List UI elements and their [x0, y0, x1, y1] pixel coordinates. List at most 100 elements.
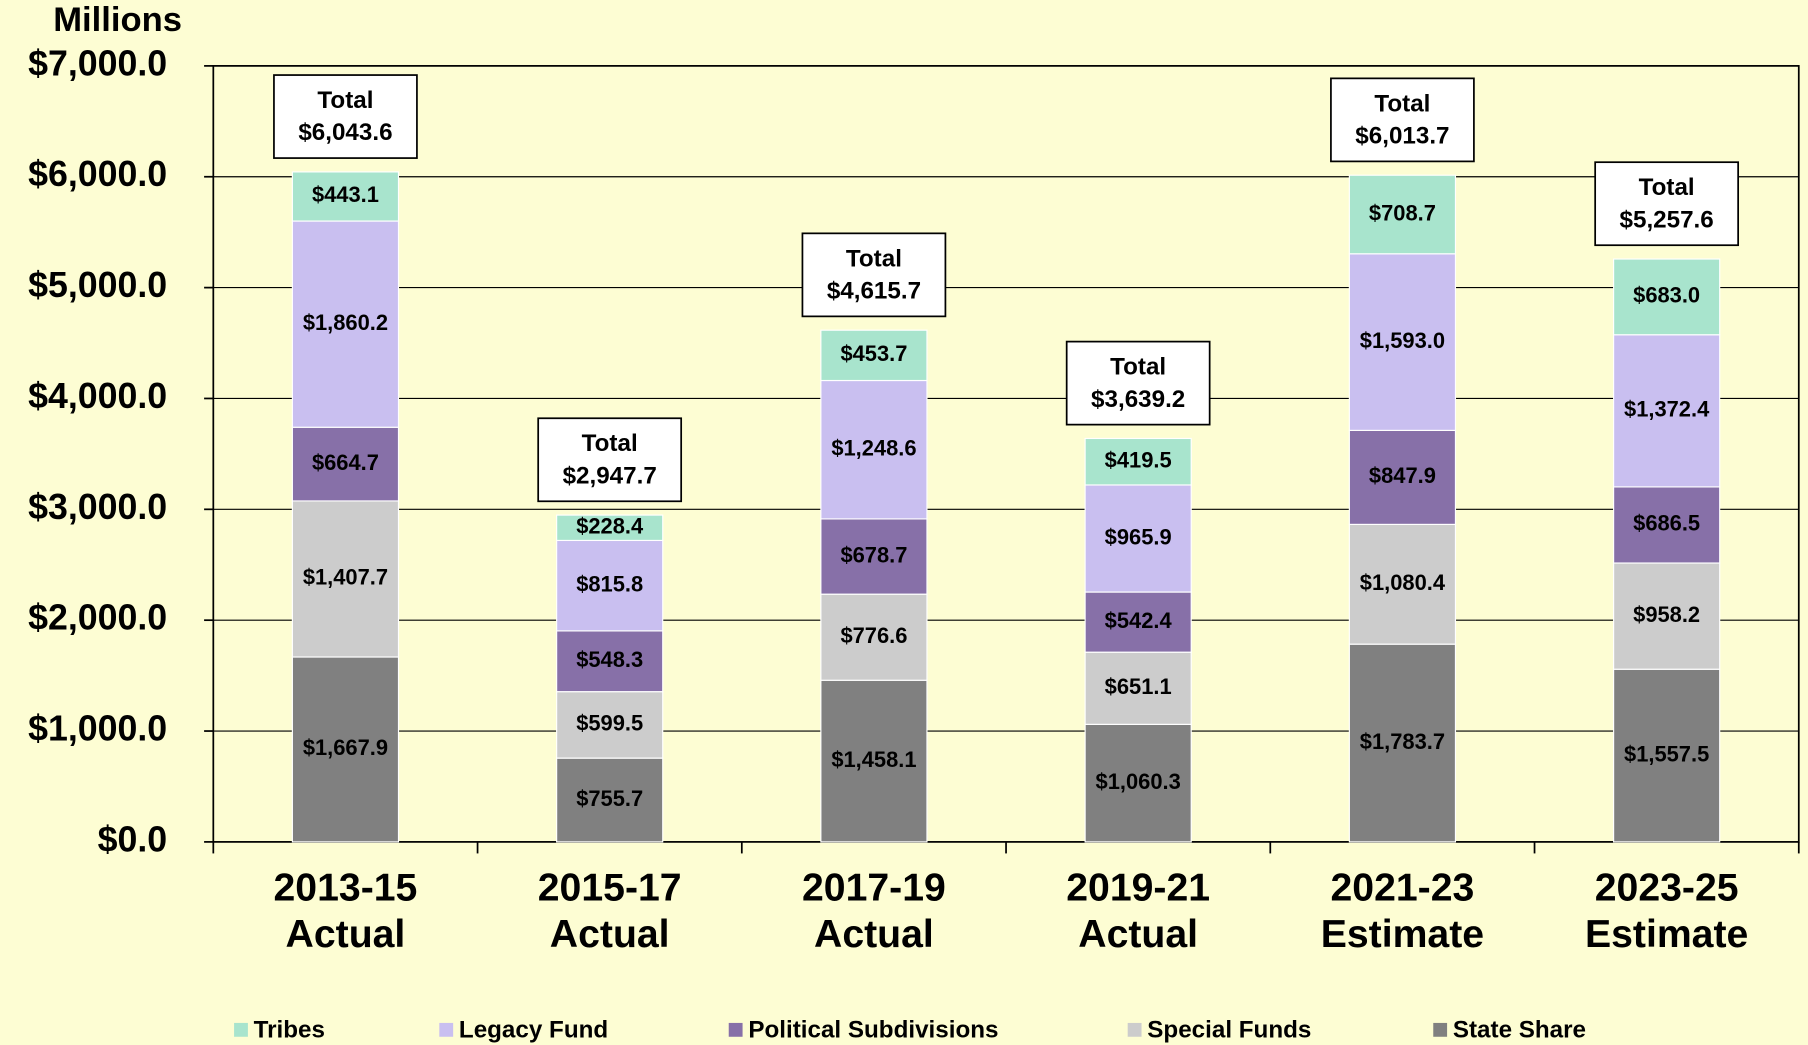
bar-segment [291, 220, 400, 428]
y-tick-label: $2,000.0 [28, 598, 167, 638]
bar-segment [556, 757, 664, 843]
y-tick-label: $6,000.0 [28, 154, 167, 194]
bar-segment [820, 379, 928, 520]
legend-swatch [439, 1022, 454, 1037]
x-tick-label: Actual [814, 913, 934, 956]
total-box [1330, 77, 1475, 163]
total-box [801, 232, 947, 318]
value-label: $776.6 [840, 623, 907, 648]
bar-segment [1084, 591, 1192, 653]
y-tick-label: $7,000.0 [28, 43, 167, 83]
value-label: $1,667.9 [303, 735, 388, 760]
y-tick-label: $1,000.0 [28, 708, 167, 748]
bar-segment [1613, 562, 1721, 670]
total-box [1065, 340, 1211, 426]
legend-label: Special Funds [1147, 1016, 1311, 1043]
bar-segment [820, 679, 928, 843]
value-label: $683.0 [1633, 283, 1700, 308]
total-label: $4,615.7 [827, 278, 921, 305]
x-tick-label: 2019-21 [1066, 867, 1210, 910]
bar-segment [1348, 253, 1457, 431]
value-label: $453.7 [840, 341, 907, 366]
legend-swatch [1433, 1022, 1448, 1037]
value-label: $958.2 [1633, 602, 1700, 627]
value-label: $686.5 [1633, 511, 1700, 536]
x-tick-label: 2023-25 [1595, 867, 1739, 910]
bar-segment [1348, 523, 1457, 645]
total-box [1594, 161, 1740, 247]
total-title: Total [1639, 174, 1695, 201]
value-label: $1,783.7 [1360, 729, 1445, 754]
y-tick-label: $5,000.0 [28, 265, 167, 305]
bar-segment [1613, 486, 1721, 564]
bar-segment [1348, 174, 1457, 255]
bar-segment [291, 426, 400, 502]
bar-segment [1084, 723, 1192, 843]
x-tick-label: Actual [1078, 913, 1198, 956]
bar-segment [556, 514, 664, 542]
legend-swatch [234, 1022, 248, 1037]
value-label: $419.5 [1105, 447, 1172, 472]
total-box [273, 74, 418, 159]
bar-segment [1348, 643, 1457, 843]
total-label: $6,013.7 [1355, 123, 1449, 150]
value-label: $1,080.4 [1360, 570, 1446, 595]
bar-segment [1084, 484, 1192, 593]
value-label: $815.8 [576, 571, 643, 596]
total-label: $3,639.2 [1091, 386, 1185, 413]
legend-label: Tribes [254, 1016, 325, 1043]
x-tick-label: Estimate [1585, 913, 1748, 956]
value-label: $1,557.5 [1624, 741, 1709, 766]
total-title: Total [317, 87, 373, 114]
value-label: $599.5 [576, 711, 643, 736]
y-tick-label: $3,000.0 [28, 487, 167, 527]
legend-swatch [728, 1022, 743, 1037]
value-label: $651.1 [1105, 674, 1172, 699]
legend-label: State Share [1453, 1016, 1586, 1043]
total-title: Total [1110, 354, 1166, 381]
value-label: $755.7 [576, 786, 643, 811]
x-tick-label: 2017-19 [802, 867, 946, 910]
bar-segment [1084, 437, 1192, 486]
bar-segment [291, 500, 400, 658]
legend-swatch [1127, 1022, 1142, 1037]
value-label: $1,458.1 [831, 747, 916, 772]
value-label: $1,593.0 [1360, 328, 1445, 353]
value-label: $678.7 [840, 542, 907, 567]
value-label: $548.3 [576, 647, 643, 672]
total-label: $2,947.7 [563, 462, 657, 489]
x-tick-label: 2013-15 [274, 867, 418, 910]
total-title: Total [1374, 90, 1430, 117]
legend-label: Legacy Fund [459, 1016, 608, 1043]
y-tick-label: $0.0 [98, 819, 168, 859]
x-tick-label: 2015-17 [538, 867, 682, 910]
value-label: $1,407.7 [303, 565, 388, 590]
total-title: Total [846, 245, 902, 272]
bar-segment [1613, 668, 1721, 843]
bar-segment [291, 656, 400, 843]
y-axis-title: Millions [53, 1, 182, 39]
x-tick-label: Estimate [1321, 913, 1484, 956]
bar-segment [556, 691, 664, 759]
total-label: $6,043.6 [298, 119, 392, 146]
bar-segment [556, 630, 664, 693]
bar-segment [1348, 429, 1457, 525]
value-label: $542.4 [1105, 608, 1173, 633]
value-label: $965.9 [1105, 524, 1172, 549]
value-label: $228.4 [576, 514, 644, 539]
value-label: $847.9 [1369, 463, 1436, 488]
total-box [537, 417, 683, 503]
value-label: $443.1 [312, 182, 379, 207]
legend-label: Political Subdivisions [748, 1016, 998, 1043]
bar-segment [1613, 258, 1721, 336]
x-tick-label: Actual [550, 913, 670, 956]
value-label: $1,860.2 [303, 310, 388, 335]
bar-segment [820, 329, 928, 382]
x-tick-label: 2021-23 [1330, 867, 1474, 910]
value-label: $708.7 [1369, 200, 1436, 225]
total-label: $5,257.6 [1620, 206, 1714, 233]
value-label: $1,248.6 [831, 435, 916, 460]
bar-segment [291, 171, 400, 222]
value-label: $1,060.3 [1096, 769, 1181, 794]
